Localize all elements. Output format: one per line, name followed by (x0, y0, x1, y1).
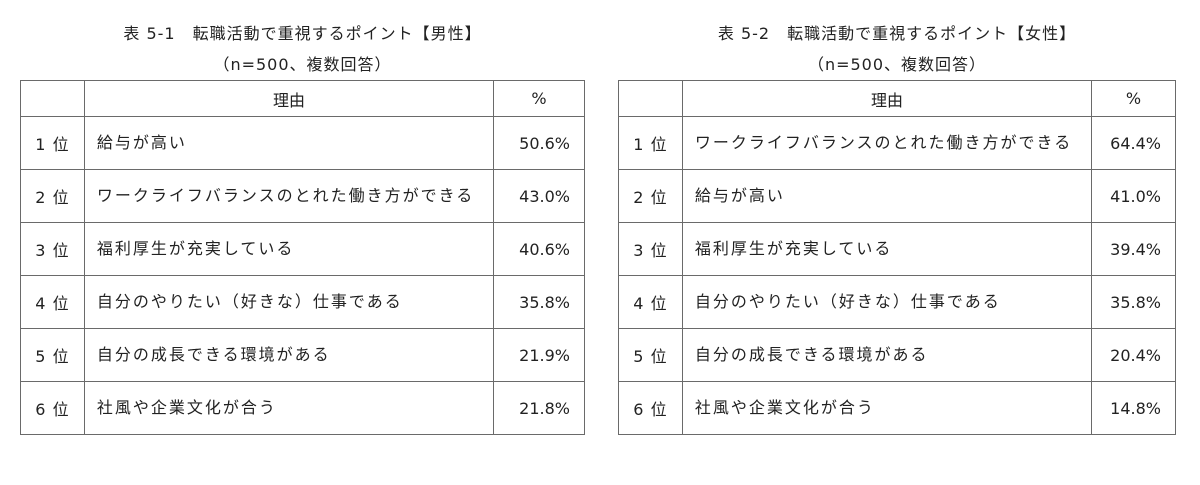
table-title: 表 5-1 転職活動で重視するポイント【男性】 (123, 24, 482, 43)
header-reason: 理由 (83, 80, 495, 117)
rank-cell: 6 位 (618, 381, 683, 435)
rank-cell: 6 位 (20, 381, 85, 435)
header-reason: 理由 (681, 80, 1093, 117)
pct-cell: 43.0% (493, 169, 585, 223)
rank-cell: 2 位 (20, 169, 85, 223)
pct-cell: 21.9% (493, 328, 585, 382)
table-row: 2 位 給与が高い 41.0% (618, 169, 1176, 223)
table-row: 6 位 社風や企業文化が合う 14.8% (618, 381, 1176, 435)
reason-cell: 社風や企業文化が合う (83, 381, 495, 435)
pct-cell: 50.6% (493, 116, 585, 170)
rank-cell: 1 位 (20, 116, 85, 170)
pct-cell: 21.8% (493, 381, 585, 435)
header-pct: % (1091, 80, 1176, 117)
rank-cell: 3 位 (618, 222, 683, 276)
reason-cell: 給与が高い (681, 169, 1093, 223)
reason-cell: 自分の成長できる環境がある (681, 328, 1093, 382)
header-rank (618, 80, 683, 117)
table-row: 5 位 自分の成長できる環境がある 21.9% (20, 328, 585, 382)
pct-cell: 35.8% (493, 275, 585, 329)
table-row: 1 位 給与が高い 50.6% (20, 116, 585, 170)
table-row: 6 位 社風や企業文化が合う 21.8% (20, 381, 585, 435)
reason-cell: 自分のやりたい（好きな）仕事である (83, 275, 495, 329)
rank-cell: 5 位 (20, 328, 85, 382)
table-row: 1 位 ワークライフバランスのとれた働き方ができる 64.4% (618, 116, 1176, 170)
ranking-table-male: 理由 % 1 位 給与が高い 50.6% 2 位 ワークライフバランスのとれた働… (20, 80, 585, 435)
table-row: 4 位 自分のやりたい（好きな）仕事である 35.8% (20, 275, 585, 329)
table-subtitle: （n=500、複数回答） (213, 55, 392, 74)
reason-cell: 給与が高い (83, 116, 495, 170)
pct-cell: 41.0% (1091, 169, 1176, 223)
rank-cell: 2 位 (618, 169, 683, 223)
pct-cell: 39.4% (1091, 222, 1176, 276)
pct-cell: 40.6% (493, 222, 585, 276)
reason-cell: 社風や企業文化が合う (681, 381, 1093, 435)
rank-cell: 1 位 (618, 116, 683, 170)
table-row: 3 位 福利厚生が充実している 39.4% (618, 222, 1176, 276)
pct-cell: 35.8% (1091, 275, 1176, 329)
reason-cell: ワークライフバランスのとれた働き方ができる (681, 116, 1093, 170)
rank-cell: 4 位 (20, 275, 85, 329)
table-header-row: 理由 % (618, 80, 1176, 117)
reason-cell: 福利厚生が充実している (681, 222, 1093, 276)
reason-cell: 福利厚生が充実している (83, 222, 495, 276)
table-row: 2 位 ワークライフバランスのとれた働き方ができる 43.0% (20, 169, 585, 223)
table-row: 4 位 自分のやりたい（好きな）仕事である 35.8% (618, 275, 1176, 329)
table-row: 5 位 自分の成長できる環境がある 20.4% (618, 328, 1176, 382)
pct-cell: 20.4% (1091, 328, 1176, 382)
pct-cell: 14.8% (1091, 381, 1176, 435)
header-rank (20, 80, 85, 117)
rank-cell: 3 位 (20, 222, 85, 276)
header-pct: % (493, 80, 585, 117)
pct-cell: 64.4% (1091, 116, 1176, 170)
table-header-row: 理由 % (20, 80, 585, 117)
rank-cell: 4 位 (618, 275, 683, 329)
reason-cell: 自分の成長できる環境がある (83, 328, 495, 382)
rank-cell: 5 位 (618, 328, 683, 382)
reason-cell: 自分のやりたい（好きな）仕事である (681, 275, 1093, 329)
table-row: 3 位 福利厚生が充実している 40.6% (20, 222, 585, 276)
table-subtitle: （n=500、複数回答） (807, 55, 987, 74)
reason-cell: ワークライフバランスのとれた働き方ができる (83, 169, 495, 223)
ranking-table-female: 理由 % 1 位 ワークライフバランスのとれた働き方ができる 64.4% 2 位… (618, 80, 1176, 435)
table-title: 表 5-2 転職活動で重視するポイント【女性】 (717, 24, 1077, 43)
